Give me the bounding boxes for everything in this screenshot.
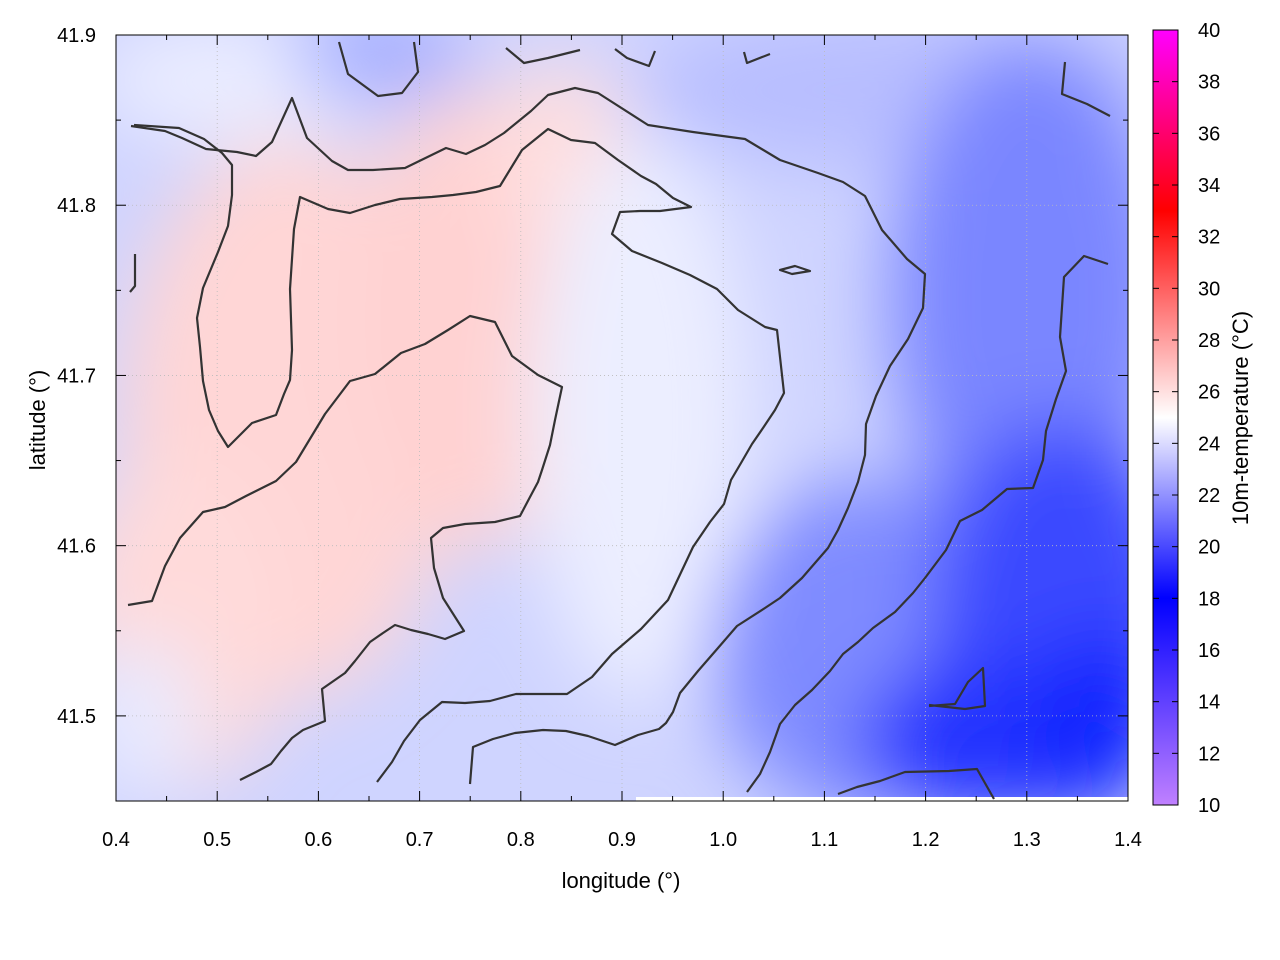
- contour-line: [778, 264, 812, 276]
- grid-lines: [116, 35, 1128, 801]
- y-axis: 41.5 41.6 41.7 41.8 41.9: [57, 25, 1128, 802]
- x-tick-label: 0.8: [507, 829, 535, 851]
- x-tick-label: 0.7: [406, 829, 434, 851]
- colorbar-tick-label: 20: [1198, 537, 1220, 559]
- contour-line: [837, 767, 995, 800]
- colorbar-tick-label: 38: [1198, 72, 1220, 94]
- colorbar-tick-label: 28: [1198, 330, 1220, 352]
- colorbar-title: 10m-temperature (°C): [1228, 311, 1253, 525]
- x-tick-label: 0.4: [102, 829, 130, 851]
- x-tick-label: 0.5: [203, 829, 231, 851]
- x-axis: 0.4 0.5 0.6 0.7 0.8 0.9 1.0 1.1 1.2 1.3 1.4: [102, 35, 1142, 851]
- contour-line: [129, 254, 137, 293]
- contour-line: [130, 86, 927, 785]
- colorbar-tick-label: 26: [1198, 382, 1220, 404]
- heatmap-field: [116, 35, 1128, 801]
- colorbar-tick-label: 24: [1198, 433, 1220, 455]
- x-tick-label: 1.4: [1114, 829, 1142, 851]
- colorbar-axis: 10 12 14 16 18 20 22 24 26 28 30 32 34 36 38 40: [1153, 20, 1220, 817]
- colorbar-tick-label: 36: [1198, 123, 1220, 145]
- colorbar-tick-label: 10: [1198, 795, 1220, 817]
- contour-line: [742, 51, 771, 65]
- y-tick-label: 41.6: [57, 536, 96, 558]
- colorbar-tick-label: 30: [1198, 278, 1220, 300]
- colorbar-tick-label: 40: [1198, 20, 1220, 42]
- colorbar: [1152, 29, 1179, 806]
- colorbar-tick-label: 18: [1198, 588, 1220, 610]
- colorbar-tick-label: 16: [1198, 640, 1220, 662]
- x-tick-label: 0.6: [304, 829, 332, 851]
- contour-line: [614, 48, 657, 68]
- contour-line: [928, 666, 987, 711]
- colorbar-tick-label: 12: [1198, 743, 1220, 765]
- contour-line: [337, 41, 420, 98]
- y-axis-title: latitude (°): [25, 370, 50, 471]
- colorbar-tick-label: 34: [1198, 175, 1220, 197]
- x-tick-label: 1.2: [912, 829, 940, 851]
- colorbar-tick-label: 14: [1198, 692, 1220, 714]
- x-tick-label: 1.3: [1013, 829, 1041, 851]
- x-tick-label: 1.1: [810, 829, 838, 851]
- x-tick-label: 1.0: [709, 829, 737, 851]
- contour-line: [133, 123, 786, 783]
- y-tick-label: 41.5: [57, 706, 96, 728]
- contour-lines: [127, 41, 1111, 800]
- y-tick-label: 41.9: [57, 25, 96, 47]
- colorbar-tick-label: 32: [1198, 227, 1220, 249]
- y-tick-label: 41.7: [57, 365, 96, 387]
- contour-line: [746, 254, 1109, 793]
- x-axis-title: longitude (°): [562, 868, 681, 893]
- x-tick-label: 0.9: [608, 829, 636, 851]
- y-tick-label: 41.8: [57, 195, 96, 217]
- contour-line: [1060, 61, 1111, 117]
- contour-line: [505, 47, 581, 65]
- colorbar-tick-label: 22: [1198, 485, 1220, 507]
- contour-line: [127, 314, 564, 781]
